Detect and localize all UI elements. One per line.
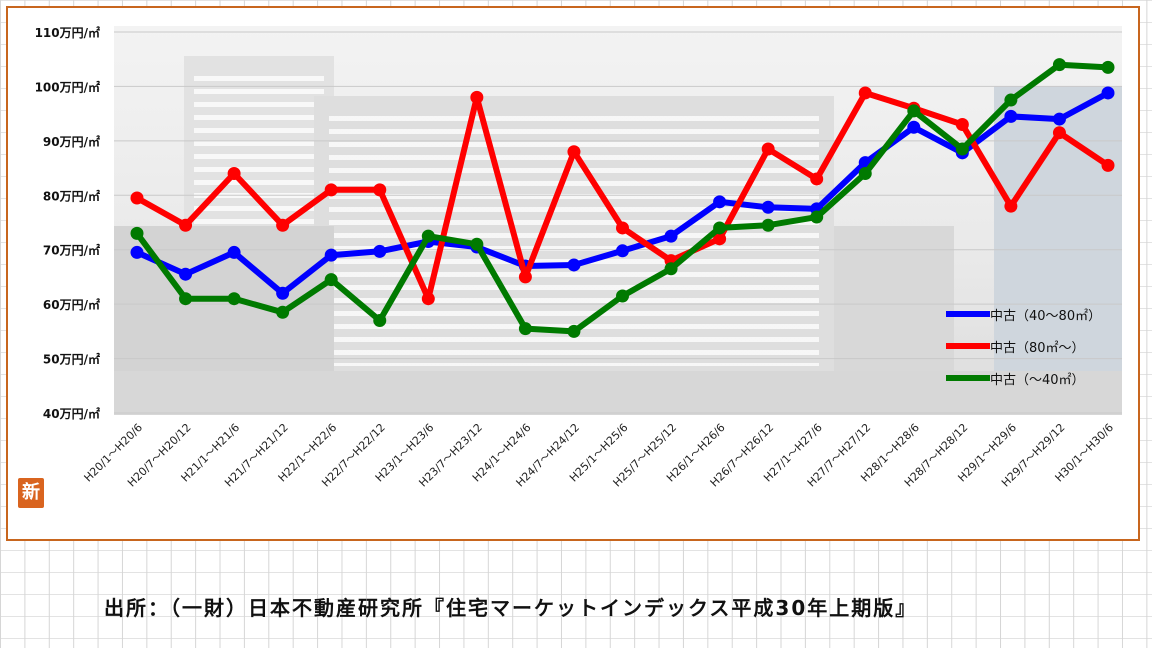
data-point <box>713 232 727 246</box>
data-point <box>664 229 678 243</box>
y-tick-label: 70万円/㎡ <box>43 243 100 258</box>
data-point <box>373 313 387 327</box>
data-point <box>1101 86 1115 100</box>
legend-item-80-plus: 中古（80㎡～） <box>946 336 1126 356</box>
data-point <box>1052 58 1066 72</box>
data-point <box>421 229 435 243</box>
series-lines <box>130 58 1115 338</box>
source-note: 出所：（一財）日本不動産研究所『住宅マーケットインデックス平成30年上期版』 <box>104 596 918 620</box>
data-point <box>567 258 581 272</box>
legend-label: 中古（80㎡～） <box>990 341 1085 356</box>
data-point <box>567 324 581 338</box>
data-point <box>470 90 484 104</box>
data-point <box>1101 158 1115 172</box>
new-badge-icon: 新 <box>18 478 44 508</box>
data-point <box>1052 126 1066 140</box>
data-point <box>955 142 969 156</box>
y-axis: 40万円/㎡ 50万円/㎡ 60万円/㎡ 70万円/㎡ 80万円/㎡ 90万円/㎡ 100万… <box>35 25 1122 421</box>
data-point <box>955 118 969 132</box>
data-point <box>664 262 678 276</box>
data-point <box>421 292 435 306</box>
data-point <box>810 210 824 224</box>
data-point <box>518 322 532 336</box>
data-point <box>227 167 241 181</box>
legend-swatch-blue <box>946 311 990 317</box>
data-point <box>276 305 290 319</box>
building-right-low <box>834 226 954 386</box>
data-point <box>858 167 872 181</box>
data-point <box>761 200 775 214</box>
data-point <box>130 191 144 205</box>
data-point <box>1052 112 1066 126</box>
data-point <box>858 86 872 100</box>
data-point <box>130 226 144 240</box>
data-point <box>373 183 387 197</box>
data-point <box>227 292 241 306</box>
legend-item-under-40: 中古（～40㎡） <box>946 368 1126 388</box>
data-point <box>1101 60 1115 74</box>
y-tick-label: 60万円/㎡ <box>43 297 100 312</box>
y-tick-label: 40万円/㎡ <box>43 406 100 421</box>
data-point <box>1004 199 1018 213</box>
y-tick-label: 90万円/㎡ <box>43 134 100 149</box>
data-point <box>810 172 824 186</box>
legend-swatch-red <box>946 343 990 349</box>
data-point <box>567 145 581 159</box>
data-point <box>276 286 290 300</box>
y-tick-label: 80万円/㎡ <box>43 188 100 203</box>
data-point <box>179 267 193 281</box>
y-tick-label: 100万円/㎡ <box>35 79 100 94</box>
data-point <box>324 183 338 197</box>
data-point <box>518 270 532 284</box>
data-point <box>616 244 629 258</box>
data-point <box>761 218 775 232</box>
data-point <box>130 245 144 259</box>
background-photo <box>114 26 1122 415</box>
data-point <box>616 221 629 235</box>
data-point <box>713 221 727 235</box>
data-point <box>761 142 775 156</box>
data-point <box>907 104 921 118</box>
data-point <box>324 248 338 262</box>
data-point <box>227 245 241 259</box>
y-tick-label: 50万円/㎡ <box>43 352 100 367</box>
data-point <box>179 292 193 306</box>
y-tick-label: 110万円/㎡ <box>35 25 100 40</box>
legend-swatch-green <box>946 375 990 381</box>
x-axis: H20/1～H20/6H20/7～H20/12H21/1～H21/6H21/7～… <box>82 421 1117 490</box>
data-point <box>373 244 387 258</box>
data-point <box>179 218 193 232</box>
data-point <box>470 237 484 251</box>
data-point <box>1004 93 1018 107</box>
data-point <box>1004 109 1018 123</box>
data-point <box>907 120 921 134</box>
data-point <box>713 195 727 209</box>
legend-label: 中古（40～80㎡） <box>990 309 1102 324</box>
legend-item-40-80: 中古（40～80㎡） <box>946 304 1126 324</box>
legend-label: 中古（～40㎡） <box>990 373 1085 388</box>
data-point <box>324 273 338 287</box>
data-point <box>276 218 290 232</box>
data-point <box>616 289 629 303</box>
